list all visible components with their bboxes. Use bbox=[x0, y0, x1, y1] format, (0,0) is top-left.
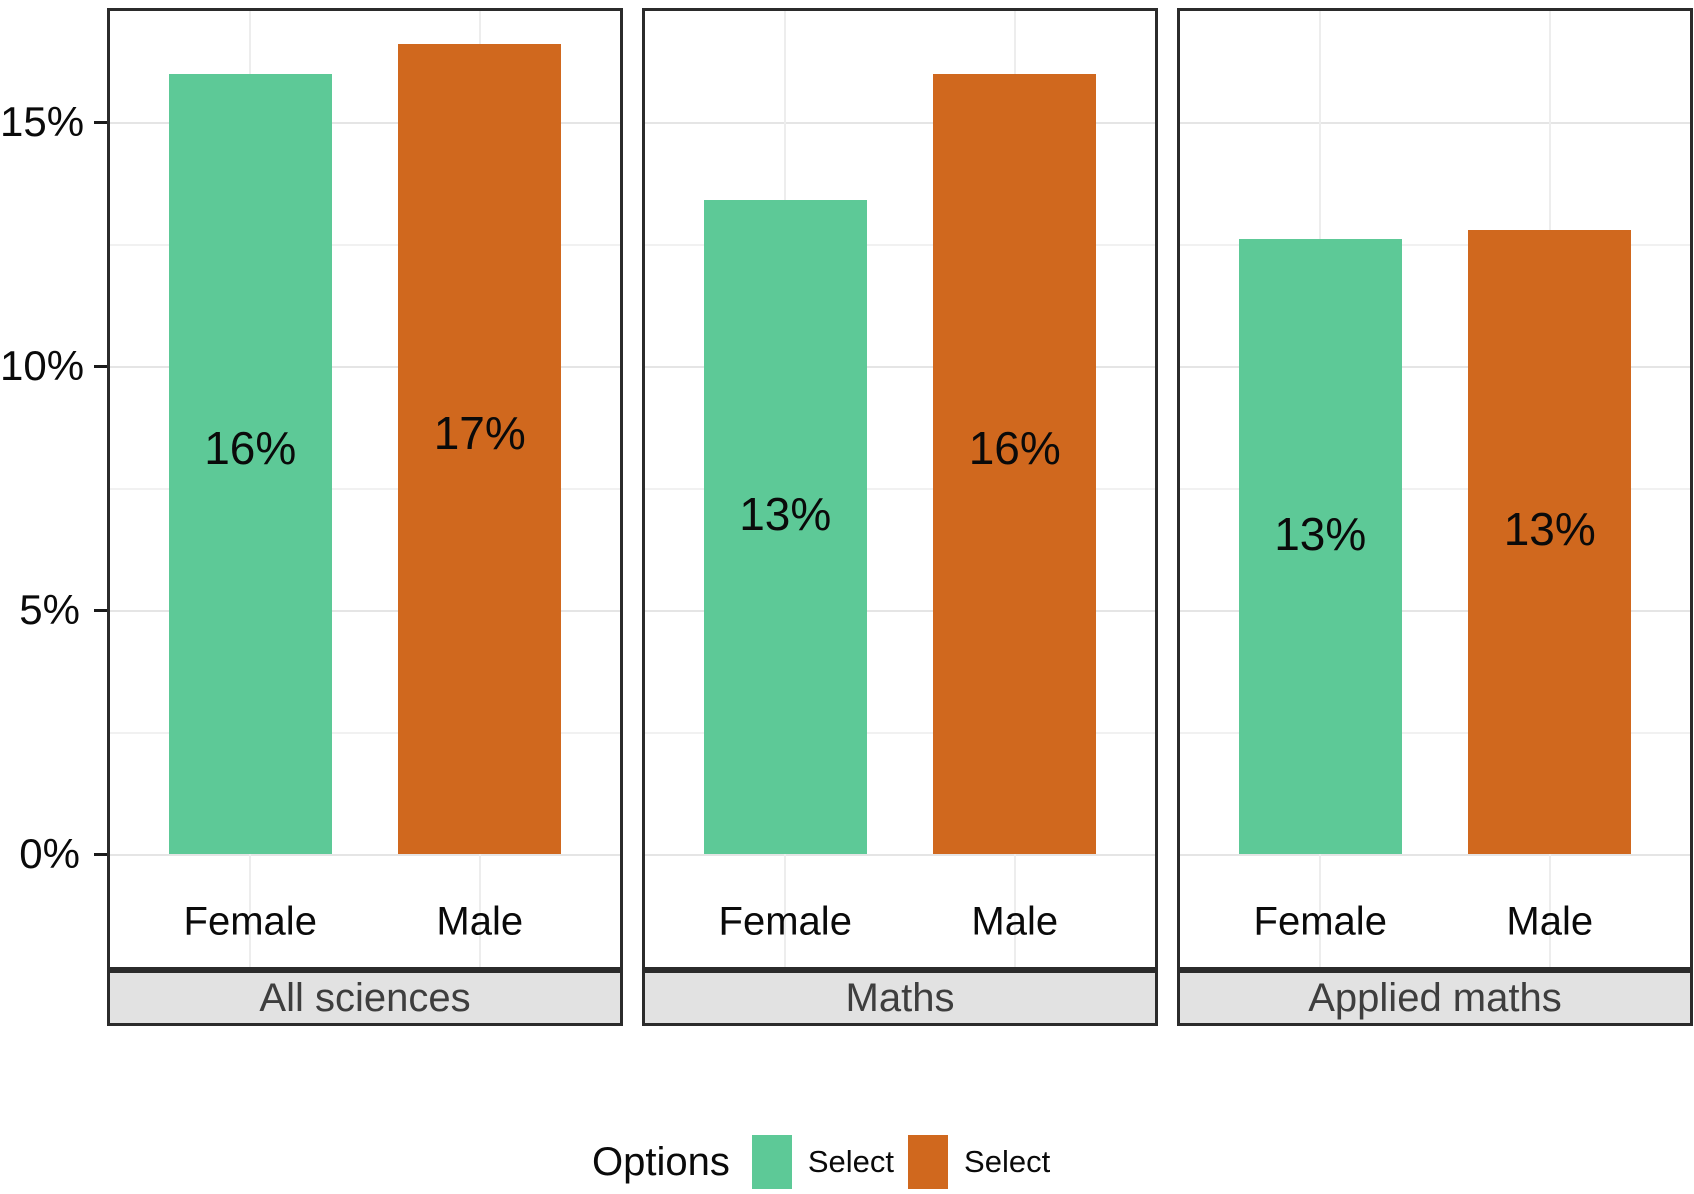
major-gridline bbox=[110, 366, 620, 369]
category-label: Male bbox=[1506, 899, 1594, 944]
bar-value-label: 13% bbox=[1503, 503, 1596, 556]
minor-gridline bbox=[110, 488, 620, 491]
bar-value-label: 16% bbox=[968, 422, 1061, 475]
facet-panel: 16% Female 17% Male bbox=[107, 8, 623, 970]
legend-swatch-icon bbox=[751, 1135, 792, 1189]
minor-gridline bbox=[1180, 732, 1690, 735]
y-axis-tick-label: 10% bbox=[0, 342, 85, 390]
bar-male bbox=[398, 44, 562, 854]
y-axis-tick bbox=[94, 120, 107, 124]
bar-female bbox=[168, 73, 332, 854]
minor-gridline bbox=[645, 488, 1155, 491]
category-label: Female bbox=[718, 899, 852, 944]
facet-strip: Applied maths bbox=[1177, 970, 1693, 1026]
bar-value-label: 13% bbox=[1274, 508, 1367, 561]
minor-gridline bbox=[1180, 488, 1690, 491]
bar-male bbox=[933, 73, 1097, 854]
y-axis-tick-label: 5% bbox=[19, 586, 80, 634]
major-gridline bbox=[110, 854, 620, 856]
major-gridline bbox=[110, 610, 620, 613]
legend-swatch-icon bbox=[908, 1135, 949, 1189]
bar-value-label: 13% bbox=[739, 488, 832, 541]
bar-female bbox=[1238, 239, 1402, 854]
facet-panel: 13% Female 16% Male bbox=[642, 8, 1158, 970]
legend-item-label: Select bbox=[807, 1144, 895, 1179]
bar-value-label: 16% bbox=[204, 422, 297, 475]
y-axis-tick-label: 15% bbox=[0, 98, 85, 146]
legend-item[interactable]: Select bbox=[751, 1135, 895, 1189]
bar-value-label: 17% bbox=[433, 407, 526, 460]
legend-items: Select Select bbox=[751, 1135, 1064, 1189]
y-axis-tick bbox=[94, 364, 107, 368]
y-axis-tick bbox=[94, 852, 107, 856]
category-label: Female bbox=[1253, 899, 1387, 944]
minor-gridline bbox=[1180, 244, 1690, 247]
facet-panel: 13% Female 13% Male bbox=[1177, 8, 1693, 970]
major-gridline bbox=[645, 854, 1155, 856]
minor-gridline bbox=[645, 244, 1155, 247]
minor-gridline bbox=[110, 244, 620, 247]
major-gridline bbox=[1180, 122, 1690, 125]
legend-item-label: Select bbox=[964, 1144, 1051, 1179]
y-axis-tick-label: 0% bbox=[19, 830, 80, 877]
bar-male bbox=[1468, 229, 1632, 854]
facet-strip: Maths bbox=[642, 970, 1158, 1026]
major-gridline bbox=[110, 122, 620, 125]
category-label: Female bbox=[183, 899, 317, 944]
facet-strip: All sciences bbox=[107, 970, 623, 1026]
minor-gridline bbox=[645, 732, 1155, 735]
legend-title: Options bbox=[592, 1139, 730, 1184]
major-gridline bbox=[645, 610, 1155, 613]
legend-item[interactable]: Select bbox=[908, 1135, 1050, 1189]
category-label: Male bbox=[436, 899, 524, 944]
y-axis-tick bbox=[94, 608, 107, 612]
major-gridline bbox=[645, 366, 1155, 369]
major-gridline bbox=[645, 122, 1155, 125]
major-gridline bbox=[1180, 610, 1690, 613]
category-label: Male bbox=[971, 899, 1059, 944]
minor-gridline bbox=[110, 732, 620, 735]
bar-female bbox=[703, 200, 867, 854]
major-gridline bbox=[1180, 854, 1690, 856]
legend: Options Select Select bbox=[592, 1132, 1064, 1192]
major-gridline bbox=[1180, 366, 1690, 369]
